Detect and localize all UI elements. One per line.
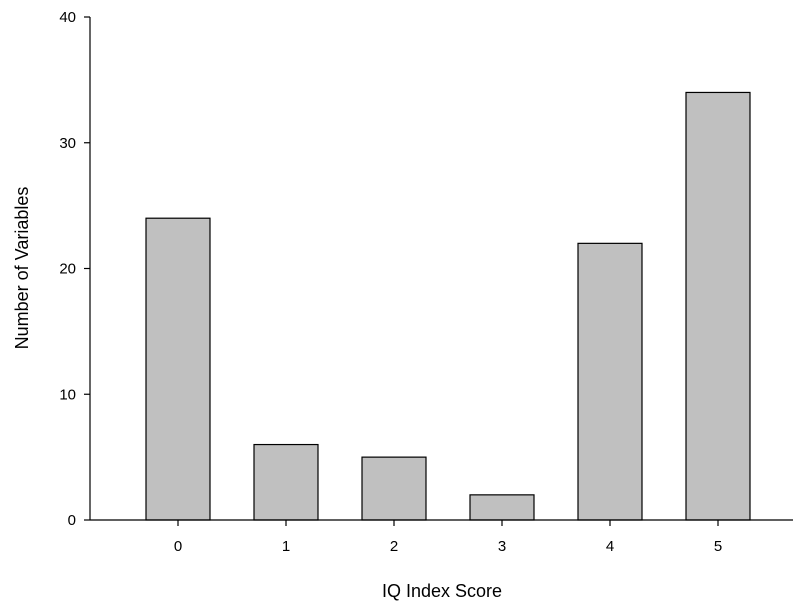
y-tick-label-0: 0 [68,512,76,529]
y-tick-label-30: 30 [59,135,76,152]
x-tick-label-3: 3 [498,538,506,555]
x-tick-label-5: 5 [714,538,722,555]
x-tick-label-4: 4 [606,538,614,555]
y-ticks-group: 0 10 20 30 40 [59,9,90,529]
bar-5 [685,91,751,521]
x-ticks-group: 0 1 2 3 4 5 [174,520,722,555]
y-tick-label-20: 20 [59,261,76,278]
x-tick-label-0: 0 [174,538,182,555]
bar-1 [253,443,319,521]
y-axis-title: Number of Variables [12,187,32,350]
x-tick-label-2: 2 [390,538,398,555]
y-tick-label-40: 40 [59,9,76,26]
bar-4 [577,242,643,521]
bar-0 [145,217,211,521]
x-tick-label-1: 1 [282,538,290,555]
y-tick-label-10: 10 [59,386,76,403]
bar-2 [361,456,427,521]
bar-3 [469,494,535,521]
bars-group [145,91,751,521]
x-axis-title: IQ Index Score [382,581,502,601]
